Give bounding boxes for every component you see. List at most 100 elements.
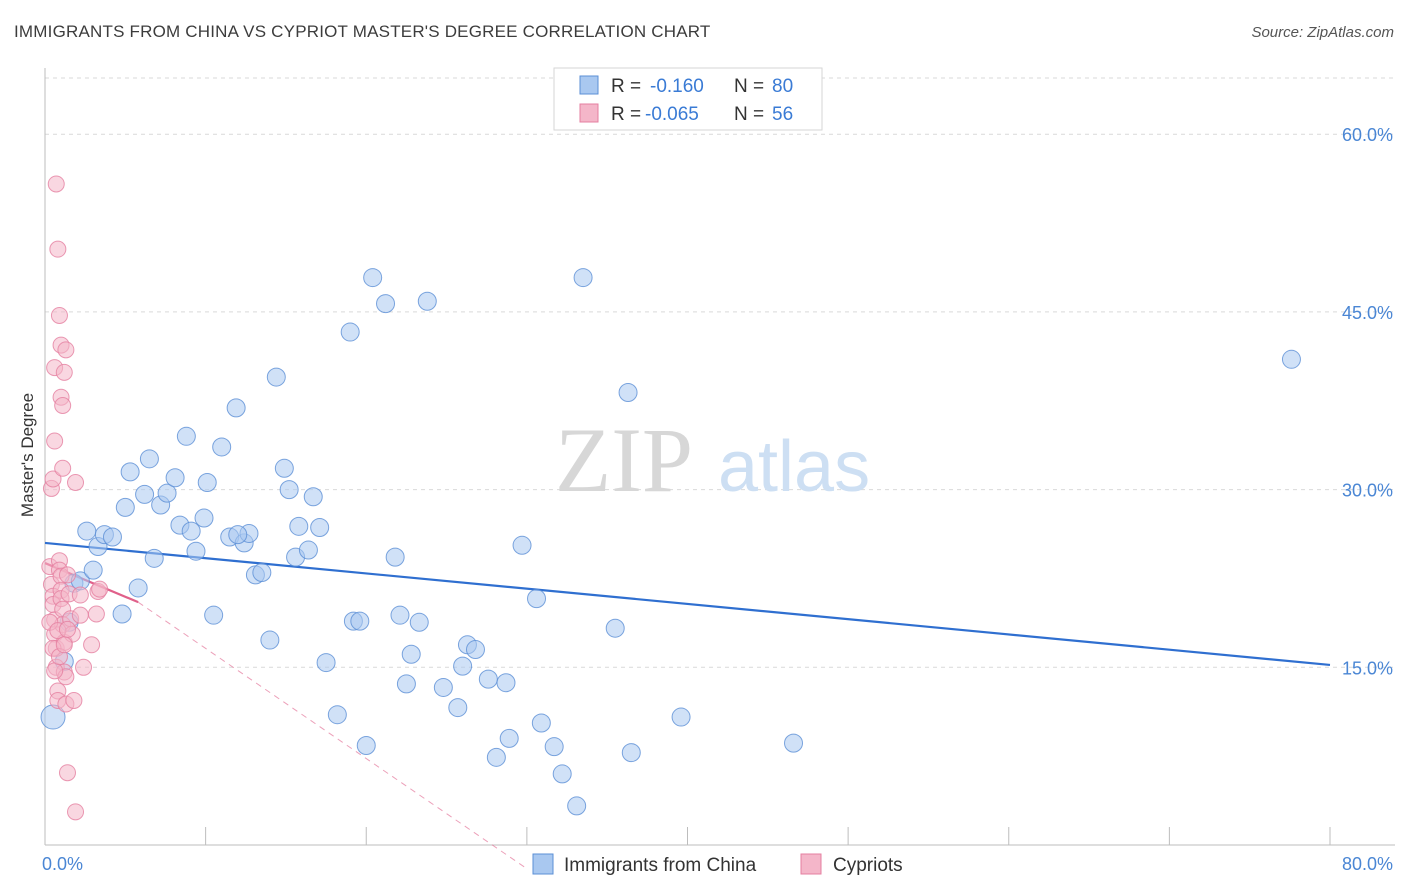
point-china bbox=[83, 560, 103, 580]
point-china bbox=[465, 640, 485, 660]
point-cypriots bbox=[46, 662, 64, 680]
y-tick-label-0: 15.0% bbox=[1342, 658, 1393, 678]
point-cypriots bbox=[55, 636, 73, 654]
legend-n-label-1: N = bbox=[734, 76, 764, 97]
watermark-zip: ZIP bbox=[555, 409, 693, 511]
point-china bbox=[226, 398, 246, 418]
point-china bbox=[448, 698, 468, 718]
point-china bbox=[531, 713, 551, 733]
point-cypriots bbox=[44, 470, 62, 488]
point-cypriots bbox=[87, 605, 105, 623]
axes bbox=[44, 68, 1395, 846]
watermark-atlas: atlas bbox=[718, 427, 870, 507]
point-china bbox=[409, 612, 429, 632]
y-tick-label-1: 30.0% bbox=[1342, 481, 1393, 501]
point-china bbox=[433, 677, 453, 697]
point-china bbox=[102, 527, 122, 547]
point-china bbox=[512, 535, 532, 555]
series-legend: Immigrants from China Cypriots bbox=[532, 853, 903, 876]
point-china bbox=[363, 268, 383, 288]
point-cypriots bbox=[58, 620, 76, 638]
point-china bbox=[186, 541, 206, 561]
point-china bbox=[605, 618, 625, 638]
bottom-legend-label-cypriots: Cypriots bbox=[833, 855, 903, 876]
legend-swatch-cypriots bbox=[579, 103, 599, 123]
point-china bbox=[527, 589, 547, 609]
point-cypriots bbox=[83, 636, 101, 654]
point-china bbox=[197, 473, 217, 493]
correlation-legend: R = -0.160 N = 80 R = -0.065 N = 56 bbox=[553, 67, 823, 131]
point-cypriots bbox=[58, 764, 76, 782]
trend-line-china bbox=[44, 541, 1331, 667]
point-china bbox=[417, 291, 437, 311]
tick-labels: 15.0% 30.0% 45.0% 60.0% 0.0% 80.0% bbox=[42, 125, 1393, 874]
point-china bbox=[350, 611, 370, 631]
y-tick-label-3: 60.0% bbox=[1342, 125, 1393, 145]
point-cypriots bbox=[58, 566, 76, 584]
point-china bbox=[316, 653, 336, 673]
watermark: ZIP atlas bbox=[555, 409, 870, 511]
point-cypriots bbox=[67, 474, 85, 492]
point-cypriots bbox=[49, 240, 67, 258]
point-china bbox=[1281, 349, 1301, 369]
point-china bbox=[618, 382, 638, 402]
point-china bbox=[260, 630, 280, 650]
point-china bbox=[303, 487, 323, 507]
point-china bbox=[385, 547, 405, 567]
point-china bbox=[289, 516, 309, 536]
point-china bbox=[128, 578, 148, 598]
point-china bbox=[204, 605, 224, 625]
point-china bbox=[376, 294, 396, 314]
legend-swatch-china bbox=[579, 75, 599, 95]
point-china bbox=[139, 449, 159, 469]
x-tick-label-0: 0.0% bbox=[42, 854, 83, 874]
chart-title: IMMIGRANTS FROM CHINA VS CYPRIOT MASTER'… bbox=[14, 22, 711, 41]
point-cypriots bbox=[67, 803, 85, 821]
point-china bbox=[120, 462, 140, 482]
point-cypriots bbox=[57, 341, 75, 359]
point-china bbox=[115, 497, 135, 517]
point-china bbox=[135, 484, 155, 504]
point-china bbox=[621, 743, 641, 763]
series-cypriots bbox=[41, 175, 109, 821]
point-china bbox=[194, 508, 214, 528]
point-cypriots bbox=[75, 658, 93, 676]
legend-r-label-1: R = bbox=[611, 76, 641, 97]
point-china bbox=[671, 707, 691, 727]
point-china bbox=[176, 426, 196, 446]
legend-r-label-2: R = bbox=[611, 104, 641, 125]
bottom-legend-label-china: Immigrants from China bbox=[564, 855, 757, 876]
point-china bbox=[390, 605, 410, 625]
point-cypriots bbox=[91, 580, 109, 598]
point-china bbox=[453, 656, 473, 676]
point-china bbox=[112, 604, 132, 624]
bottom-legend-swatch-china bbox=[532, 853, 554, 875]
source-label: Source: ZipAtlas.com bbox=[1251, 24, 1394, 41]
point-china bbox=[144, 548, 164, 568]
point-china bbox=[252, 563, 272, 583]
trend-lines bbox=[44, 541, 1331, 870]
point-china bbox=[274, 458, 294, 478]
point-china bbox=[496, 673, 516, 693]
legend-n-label-2: N = bbox=[734, 104, 764, 125]
legend-n-value-1: 80 bbox=[772, 76, 793, 97]
trend-line-cypriots-extended bbox=[137, 601, 528, 870]
y-axis-title: Master's Degree bbox=[18, 393, 37, 517]
point-cypriots bbox=[71, 586, 89, 604]
point-cypriots bbox=[71, 606, 89, 624]
point-china bbox=[298, 540, 318, 560]
point-china bbox=[552, 764, 572, 784]
point-cypriots bbox=[55, 363, 73, 381]
data-points bbox=[40, 175, 1301, 821]
point-china bbox=[544, 737, 564, 757]
bottom-legend-swatch-cypriots bbox=[800, 853, 822, 875]
point-china bbox=[266, 367, 286, 387]
point-china bbox=[567, 796, 587, 816]
point-china bbox=[478, 669, 498, 689]
point-cypriots bbox=[50, 306, 68, 324]
x-tick-label-1: 80.0% bbox=[1342, 854, 1393, 874]
point-cypriots bbox=[46, 432, 64, 450]
point-cypriots bbox=[47, 175, 65, 193]
point-china bbox=[181, 521, 201, 541]
point-cypriots bbox=[54, 459, 72, 477]
